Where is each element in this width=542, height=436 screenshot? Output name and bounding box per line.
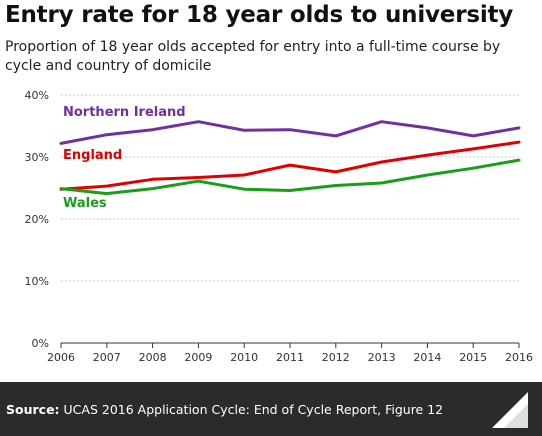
- y-tick-label: 40%: [25, 89, 49, 102]
- x-tick-label: 2013: [368, 351, 396, 364]
- series-layer: [59, 120, 521, 196]
- chart-subtitle: Proportion of 18 year olds accepted for …: [5, 39, 501, 74]
- y-tick-label: 0%: [32, 337, 49, 350]
- x-tick-label: 2007: [93, 351, 121, 364]
- series-line-england: [59, 140, 521, 191]
- chart-title: Entry rate for 18 year olds to universit…: [5, 2, 514, 28]
- line-chart: 0% 10% 20% 30% 40% 2006 2007 2008 2009 2010 2011 20…: [25, 89, 533, 364]
- y-tick-label: 10%: [25, 275, 49, 288]
- x-tick-label: 2010: [230, 351, 258, 364]
- x-tick-label: 2016: [505, 351, 533, 364]
- source-note: Source: UCAS 2016 Application Cycle: End…: [6, 402, 443, 417]
- full-fact-logo-icon: [492, 392, 528, 428]
- x-tick-label: 2012: [322, 351, 350, 364]
- series-line-northern-ireland: [59, 120, 521, 145]
- series-label-layer: Northern Ireland England Wales: [63, 105, 186, 211]
- x-tick-label: 2011: [276, 351, 304, 364]
- grid-layer: [61, 94, 519, 282]
- x-tick-label: 2014: [413, 351, 441, 364]
- footer: Source: UCAS 2016 Application Cycle: End…: [0, 382, 542, 436]
- x-tick-label: 2015: [459, 351, 487, 364]
- series-label: England: [63, 148, 122, 163]
- y-tick-label: 30%: [25, 151, 49, 164]
- x-tick-label: 2006: [47, 351, 75, 364]
- axis-layer: 0% 10% 20% 30% 40% 2006 2007 2008 2009 2010 2011 20…: [25, 89, 533, 364]
- y-tick-label: 20%: [25, 213, 49, 226]
- x-tick-label: 2009: [184, 351, 212, 364]
- series-label: Wales: [63, 196, 107, 211]
- series-label: Northern Ireland: [63, 105, 186, 120]
- x-tick-label: 2008: [139, 351, 167, 364]
- source-label: Source:: [6, 402, 60, 417]
- source-text: UCAS 2016 Application Cycle: End of Cycl…: [63, 402, 444, 417]
